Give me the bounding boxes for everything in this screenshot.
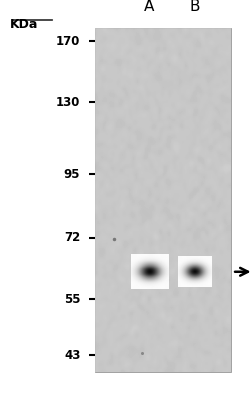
Text: 72: 72	[64, 231, 80, 244]
Bar	[95, 28, 230, 372]
Text: 170: 170	[56, 34, 80, 48]
Text: 130: 130	[56, 96, 80, 109]
Text: 43: 43	[64, 349, 80, 362]
Text: 95: 95	[64, 168, 80, 181]
Text: A: A	[144, 0, 154, 14]
Text: B: B	[188, 0, 199, 14]
Text: KDa: KDa	[10, 18, 38, 31]
Text: 55: 55	[64, 293, 80, 306]
